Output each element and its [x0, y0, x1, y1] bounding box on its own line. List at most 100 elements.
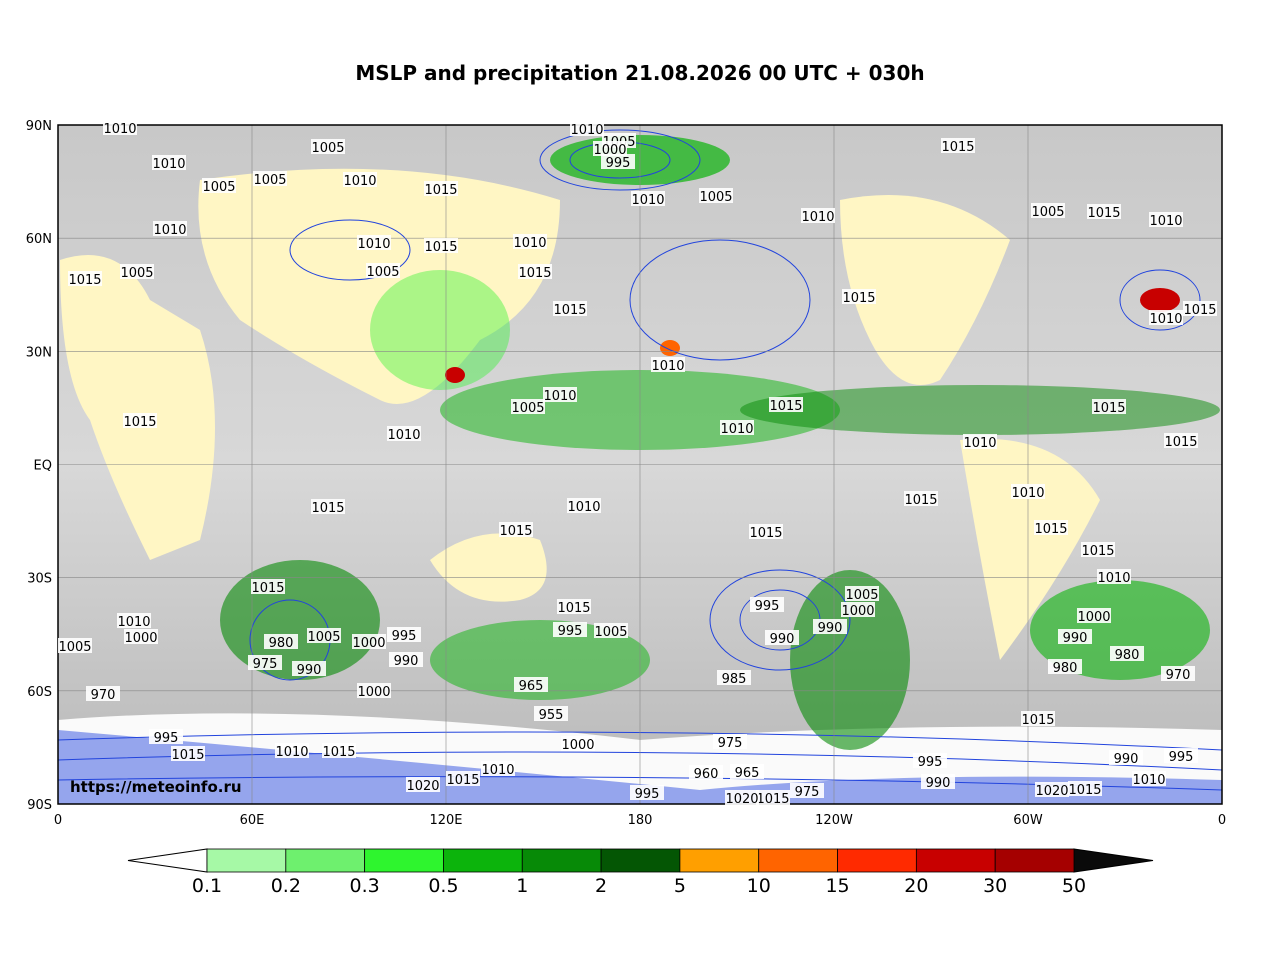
isobar-label-box	[904, 491, 938, 506]
isobar-label-box	[202, 178, 236, 193]
isobar-label: 1015	[749, 526, 782, 541]
isobar-label: 1015	[941, 140, 974, 155]
isobar-label-box	[1048, 659, 1082, 674]
isobar-label: 995	[918, 755, 943, 770]
colorbar-label: 1	[516, 875, 528, 897]
isobar-label: 1020	[1035, 784, 1068, 799]
isobar-label: 1005	[699, 190, 732, 205]
isobar-label: 1010	[1011, 486, 1044, 501]
isobar-label-box	[446, 771, 480, 786]
isobar-label-box	[311, 139, 345, 154]
isobar-label-box	[790, 783, 824, 798]
isobar-label-box	[801, 208, 835, 223]
isobar-label: 1015	[1021, 713, 1054, 728]
isobar-label: 1015	[1164, 435, 1197, 450]
title: MSLP and precipitation 21.08.2026 00 UTC…	[355, 61, 924, 85]
isobar-label-box	[117, 613, 151, 628]
isobar-label-box	[1164, 748, 1198, 763]
isobar-label: 1005	[253, 173, 286, 188]
isobar-label-box	[553, 301, 587, 316]
isobar-label: 1015	[1068, 783, 1101, 798]
isobar-label-box	[343, 172, 377, 187]
isobar-label-box	[322, 743, 356, 758]
isobar-label-box	[765, 630, 799, 645]
isobar-label-box	[1035, 782, 1069, 797]
isobar-label: 975	[718, 736, 743, 751]
watermark: https://meteoinfo.ru	[70, 778, 242, 796]
isobar-label-box	[248, 655, 282, 670]
isobar-label: 1000	[352, 636, 385, 651]
isobar-label-box	[518, 264, 552, 279]
colorbar-label: 10	[747, 875, 771, 897]
isobar-label: 965	[735, 766, 760, 781]
isobar-label-box	[120, 264, 154, 279]
isobar-label: 1015	[1034, 522, 1067, 537]
isobar-label: 1010	[651, 359, 684, 374]
isobar-label-box	[1087, 204, 1121, 219]
isobar-label-box	[152, 155, 186, 170]
isobar-label-box	[424, 181, 458, 196]
isobar-label-box	[1077, 608, 1111, 623]
isobar-label-box	[841, 602, 875, 617]
isobar-label-box	[553, 622, 587, 637]
isobar-label: 990	[1114, 752, 1139, 767]
isobar-label: 1015	[446, 773, 479, 788]
isobar-label-box	[1183, 301, 1217, 316]
isobar-label-box	[1058, 629, 1092, 644]
isobar-label: 1015	[251, 581, 284, 596]
isobar-label: 1010	[343, 174, 376, 189]
isobar-label: 995	[755, 599, 780, 614]
colorbar-bin	[443, 848, 523, 873]
isobar-label: 1005	[511, 401, 544, 416]
isobar-label-box	[1164, 433, 1198, 448]
lat-label: 90N	[26, 119, 52, 134]
colorbar-label: 30	[983, 875, 1007, 897]
isobar-label: 1005	[58, 640, 91, 655]
isobar-label: 995	[392, 629, 417, 644]
isobar-label-box	[499, 522, 533, 537]
isobar-label: 980	[1053, 661, 1078, 676]
isobar-label-box	[58, 638, 92, 653]
isobar-label-box	[699, 188, 733, 203]
isobar-label-box	[311, 499, 345, 514]
isobar-label-box	[511, 399, 545, 414]
isobar-label-box	[750, 597, 784, 612]
isobar-label-box	[941, 138, 975, 153]
isobar-label: 1015	[756, 792, 789, 807]
isobar-label-box	[171, 746, 205, 761]
isobar-label-box	[845, 586, 879, 601]
isobar-label-box	[1149, 212, 1183, 227]
isobar-label-box	[1132, 771, 1166, 786]
colorbar-bin	[758, 848, 838, 873]
isobar-label-box	[749, 524, 783, 539]
lon-label: 180	[628, 813, 653, 828]
colorbar-label: 0.5	[428, 875, 458, 897]
isobar-label: 1005	[845, 588, 878, 603]
isobar-label: 1015	[424, 183, 457, 198]
colorbar: 0.1 0.2 0.3 0.5 1 2 5 10 15 20 30 50	[127, 848, 1154, 897]
isobar-label-box	[264, 634, 298, 649]
isobar-label-box	[630, 785, 664, 800]
isobar-label: 1015	[842, 291, 875, 306]
isobar-label-box	[86, 686, 120, 701]
isobar-label: 990	[926, 776, 951, 791]
isobar-label: 1010	[963, 436, 996, 451]
isobar-label: 1010	[103, 122, 136, 137]
isobar-label: 1015	[1081, 544, 1114, 559]
lon-label: 60W	[1013, 813, 1043, 828]
isobar-label-box	[963, 434, 997, 449]
isobar-label: 960	[694, 767, 719, 782]
isobar-label-box	[153, 221, 187, 236]
isobar-label-box	[275, 743, 309, 758]
colorbar-label: 5	[674, 875, 686, 897]
isobar-label-box	[352, 634, 386, 649]
isobar-label-box	[513, 234, 547, 249]
isobar-label-box	[1068, 781, 1102, 796]
isobar-label-box	[567, 498, 601, 513]
isobar-label: 985	[722, 672, 747, 687]
isobar-label-box	[756, 790, 790, 805]
isobar-label-box	[717, 670, 751, 685]
isobar-label-box	[593, 141, 627, 156]
isobar-label-box	[561, 736, 595, 751]
isobar-label: 1010	[720, 422, 753, 437]
